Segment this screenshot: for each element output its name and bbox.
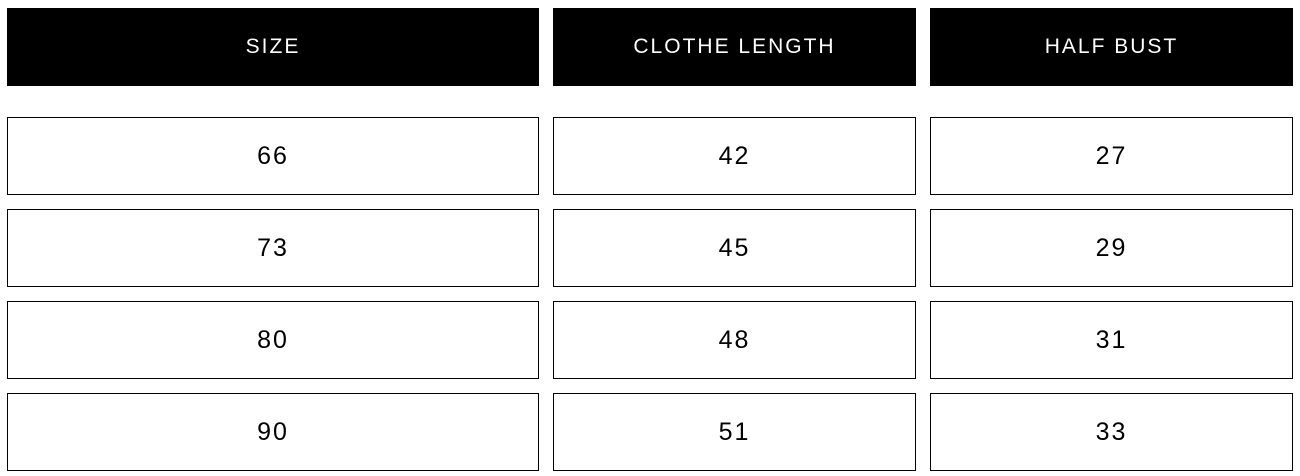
- table-cell: 51: [553, 393, 916, 471]
- table-cell: 33: [930, 393, 1293, 471]
- header-cell: SIZE: [7, 8, 539, 86]
- table-cell: 48: [553, 301, 916, 379]
- table-cell: 27: [930, 117, 1293, 195]
- table-cell: 73: [7, 209, 539, 287]
- table-cell: 42: [553, 117, 916, 195]
- header-cell: HALF BUST: [930, 8, 1293, 86]
- table-cell: 31: [930, 301, 1293, 379]
- header-cell: CLOTHE LENGTH: [553, 8, 916, 86]
- table-cell: 45: [553, 209, 916, 287]
- table-cell: 80: [7, 301, 539, 379]
- table-cell: 90: [7, 393, 539, 471]
- table-cell: 66: [7, 117, 539, 195]
- table-cell: 29: [930, 209, 1293, 287]
